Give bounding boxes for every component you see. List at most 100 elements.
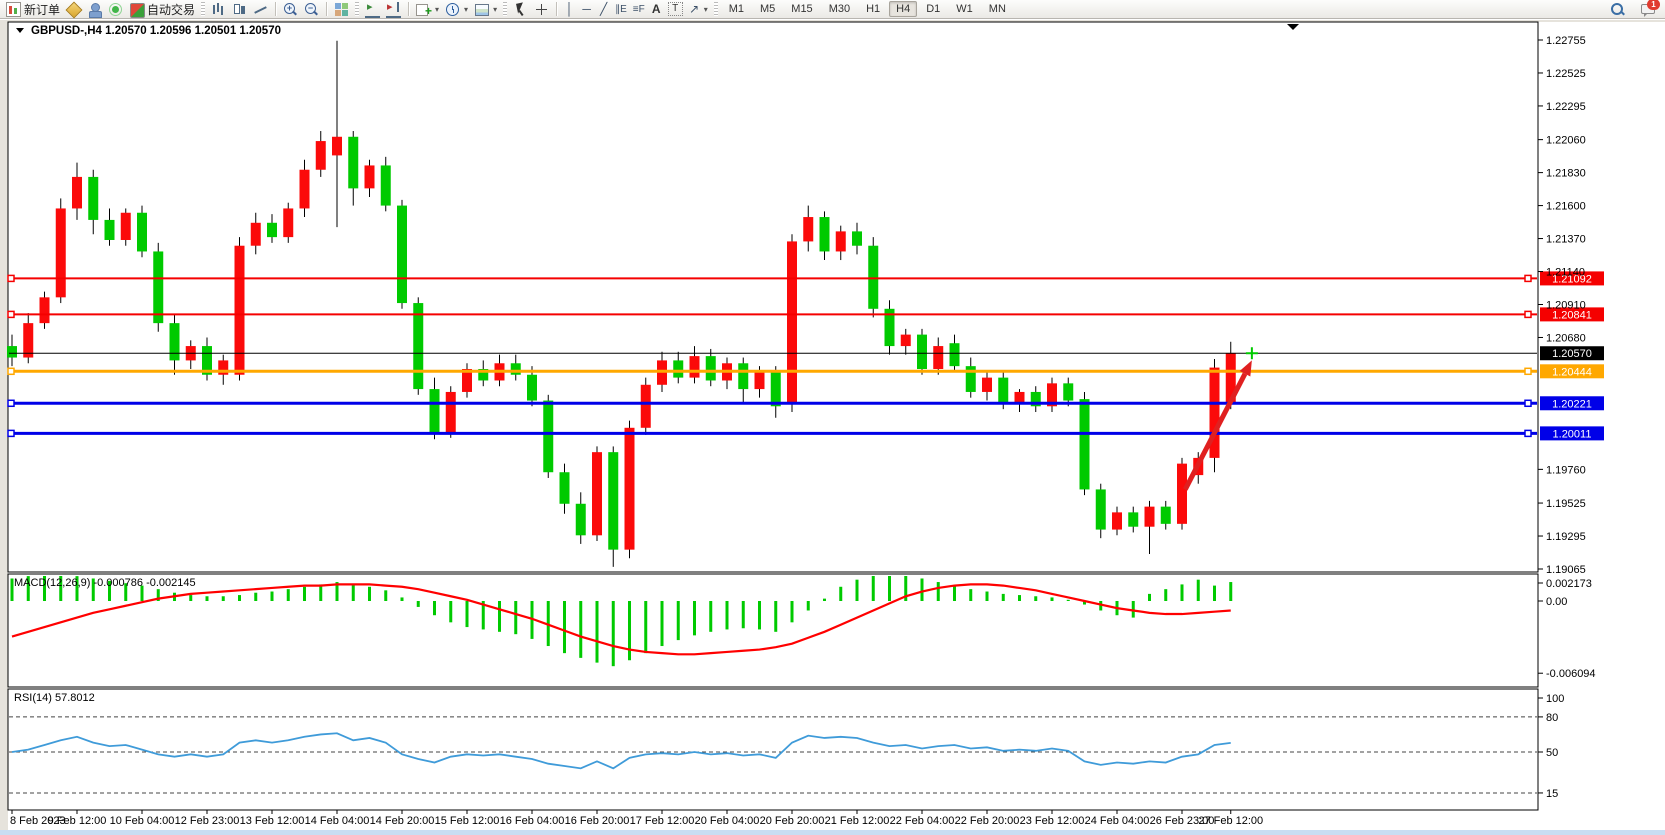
date-label[interactable]: 9 Feb 12:00 (48, 815, 107, 827)
search-button[interactable] (1607, 1, 1628, 18)
trend-arrow[interactable] (1183, 372, 1248, 491)
macd-hist-bar (1066, 599, 1070, 601)
horizontal-line-icon: ─ (582, 1, 591, 16)
price-axis-tick: 1.22525 (1546, 68, 1586, 80)
date-label[interactable]: 27 Feb 12:00 (1198, 815, 1263, 827)
zoom-out-button[interactable] (301, 1, 322, 18)
chart-shift-icon (386, 0, 402, 18)
hline-anchor[interactable] (1524, 429, 1532, 438)
trend-arrow-head[interactable] (1239, 360, 1252, 377)
candlestick-chart-button[interactable] (229, 1, 250, 18)
chat-button[interactable]: 1 (1638, 0, 1660, 18)
fibonacci-button[interactable]: ≡F (630, 1, 648, 18)
auto-scroll-button[interactable] (362, 0, 383, 19)
signals-button[interactable] (105, 1, 126, 18)
add-indicator-button[interactable]: ▾ (413, 1, 442, 18)
chart-shift-button[interactable] (383, 0, 404, 19)
date-label[interactable]: 14 Feb 04:00 (305, 815, 370, 827)
date-label[interactable]: 16 Feb 04:00 (500, 815, 565, 827)
candle-body (770, 371, 781, 407)
date-label[interactable]: 20 Feb 04:00 (695, 815, 760, 827)
vertical-line-button[interactable]: │ (561, 1, 578, 18)
hline-anchor[interactable] (1524, 399, 1532, 408)
timeframe-button-M1[interactable]: M1 (728, 3, 744, 15)
main-pane[interactable] (7, 21, 1539, 573)
new-order-button[interactable]: 新订单 (3, 0, 63, 19)
macd-hist-bar (725, 601, 729, 630)
macd-pane[interactable] (7, 573, 1539, 688)
hline-anchor[interactable] (1524, 274, 1532, 283)
equidistant-channel-button[interactable]: ∥E (612, 1, 630, 18)
chart-title-caret-icon[interactable] (16, 28, 24, 33)
date-label[interactable]: 26 Feb 23:00 (1150, 815, 1215, 827)
macd-hist-bar (628, 601, 631, 661)
date-label[interactable]: 13 Feb 12:00 (240, 815, 305, 827)
timeframe-button-W1[interactable]: W1 (956, 3, 973, 15)
hline-anchor[interactable] (1524, 310, 1532, 319)
periods-button[interactable]: ▾ (442, 1, 471, 18)
hline-anchor[interactable] (7, 399, 15, 408)
notification-badge: 1 (1647, 0, 1660, 10)
text-label-button[interactable]: T (665, 1, 686, 17)
date-label[interactable]: 24 Feb 04:00 (1085, 815, 1150, 827)
hline-anchor[interactable] (7, 367, 15, 376)
vertical-line-icon: │ (565, 1, 574, 16)
main-toolbar: 新订单 自动交易 ▾ ▾ ▾ │ ─ ╱ ∥E ≡F A T (0, 0, 1665, 19)
date-label[interactable]: 10 Feb 04:00 (110, 815, 175, 827)
candle-body (120, 212, 131, 240)
macd-hist-bar (59, 576, 63, 601)
accounts-button[interactable] (84, 1, 105, 18)
hline-anchor[interactable] (7, 429, 15, 438)
line-chart-button[interactable] (250, 1, 271, 18)
date-label[interactable]: 20 Feb 20:00 (760, 815, 825, 827)
timeframe-button-M15[interactable]: M15 (791, 3, 813, 15)
candle-body (202, 346, 212, 375)
date-label[interactable]: 15 Feb 12:00 (435, 815, 500, 827)
auto-trading-button[interactable]: 自动交易 (126, 0, 198, 19)
date-label[interactable]: 14 Feb 20:00 (370, 815, 435, 827)
arrows-button[interactable]: ↗ ▾ (686, 1, 711, 18)
candle-body (1177, 463, 1187, 524)
candle-body (575, 503, 586, 536)
timeframe-button-M5[interactable]: M5 (760, 3, 776, 15)
candle-body (933, 346, 944, 370)
hline-anchor[interactable] (7, 274, 15, 283)
cursor-button[interactable] (510, 1, 531, 18)
line-chart-icon (253, 2, 268, 17)
timeframe-button-H1[interactable]: H1 (866, 3, 881, 15)
candle-body (673, 360, 684, 378)
trend-line-button[interactable]: ╱ (595, 1, 612, 18)
timeframe-button-H4[interactable]: H4 (889, 1, 918, 17)
horizontal-line-button[interactable]: ─ (578, 1, 595, 18)
price-badge-label: 1.20841 (1552, 309, 1592, 321)
deposit-button[interactable] (63, 1, 84, 18)
hline-anchor[interactable] (1524, 367, 1532, 376)
date-label[interactable]: 22 Feb 20:00 (955, 815, 1020, 827)
date-label[interactable]: 23 Feb 12:00 (1020, 815, 1085, 827)
bar-chart-button[interactable] (208, 1, 229, 18)
candle-body (7, 346, 17, 358)
tile-windows-button[interactable] (331, 1, 352, 18)
candle-body (250, 222, 261, 246)
text-button[interactable]: A (648, 1, 665, 18)
timeframe-button-MN[interactable]: MN (988, 3, 1006, 15)
price-badge (1540, 346, 1604, 361)
chart-shift-marker-icon[interactable] (1287, 24, 1299, 30)
candle-body (949, 343, 960, 367)
date-label[interactable]: 16 Feb 20:00 (565, 815, 630, 827)
date-label[interactable]: 21 Feb 12:00 (825, 815, 890, 827)
rsi-pane[interactable] (7, 688, 1539, 811)
hline-anchor[interactable] (7, 310, 15, 319)
templates-button[interactable]: ▾ (471, 1, 500, 18)
date-label[interactable]: 22 Feb 04:00 (890, 815, 955, 827)
timeframe-button-D1[interactable]: D1 (926, 3, 941, 15)
crosshair-button[interactable] (531, 1, 552, 18)
date-label[interactable]: 12 Feb 23:00 (175, 815, 240, 827)
zoom-in-button[interactable] (280, 1, 301, 18)
date-label[interactable]: 8 Feb 2023 (10, 815, 66, 827)
candle-body (315, 141, 326, 170)
date-label[interactable]: 17 Feb 12:00 (630, 815, 695, 827)
macd-hist-bar (985, 591, 989, 601)
timeframe-button-M30[interactable]: M30 (828, 3, 851, 15)
